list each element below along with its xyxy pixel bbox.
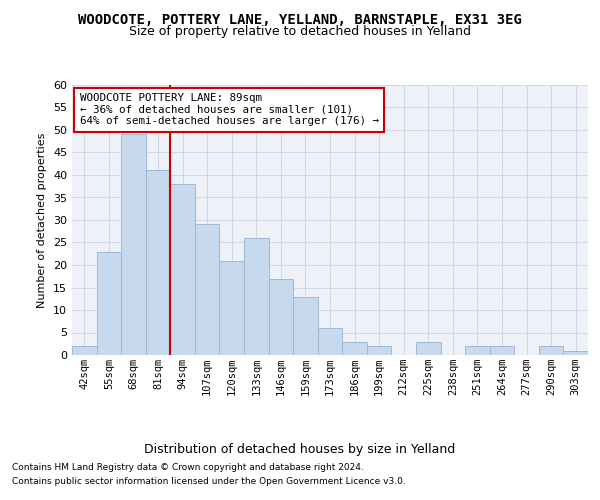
- Bar: [220, 260, 244, 355]
- Bar: [269, 278, 293, 355]
- Bar: [416, 342, 440, 355]
- Bar: [318, 328, 342, 355]
- Bar: [342, 342, 367, 355]
- Bar: [97, 252, 121, 355]
- Bar: [539, 346, 563, 355]
- Bar: [293, 296, 318, 355]
- Text: WOODCOTE, POTTERY LANE, YELLAND, BARNSTAPLE, EX31 3EG: WOODCOTE, POTTERY LANE, YELLAND, BARNSTA…: [78, 12, 522, 26]
- Bar: [170, 184, 195, 355]
- Bar: [465, 346, 490, 355]
- Bar: [121, 134, 146, 355]
- Bar: [367, 346, 391, 355]
- Bar: [563, 350, 588, 355]
- Y-axis label: Number of detached properties: Number of detached properties: [37, 132, 47, 308]
- Bar: [244, 238, 269, 355]
- Text: Contains HM Land Registry data © Crown copyright and database right 2024.: Contains HM Land Registry data © Crown c…: [12, 462, 364, 471]
- Text: Size of property relative to detached houses in Yelland: Size of property relative to detached ho…: [129, 25, 471, 38]
- Bar: [490, 346, 514, 355]
- Bar: [195, 224, 220, 355]
- Bar: [146, 170, 170, 355]
- Text: Distribution of detached houses by size in Yelland: Distribution of detached houses by size …: [145, 442, 455, 456]
- Text: WOODCOTE POTTERY LANE: 89sqm
← 36% of detached houses are smaller (101)
64% of s: WOODCOTE POTTERY LANE: 89sqm ← 36% of de…: [80, 93, 379, 126]
- Text: Contains public sector information licensed under the Open Government Licence v3: Contains public sector information licen…: [12, 478, 406, 486]
- Bar: [72, 346, 97, 355]
